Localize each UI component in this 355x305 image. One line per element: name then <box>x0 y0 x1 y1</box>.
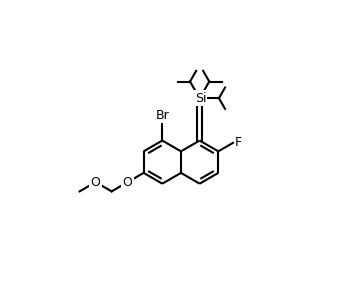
Text: F: F <box>235 136 242 149</box>
Text: Si: Si <box>195 92 206 105</box>
Text: O: O <box>123 176 132 188</box>
Text: Br: Br <box>155 109 169 122</box>
Text: O: O <box>91 176 100 188</box>
